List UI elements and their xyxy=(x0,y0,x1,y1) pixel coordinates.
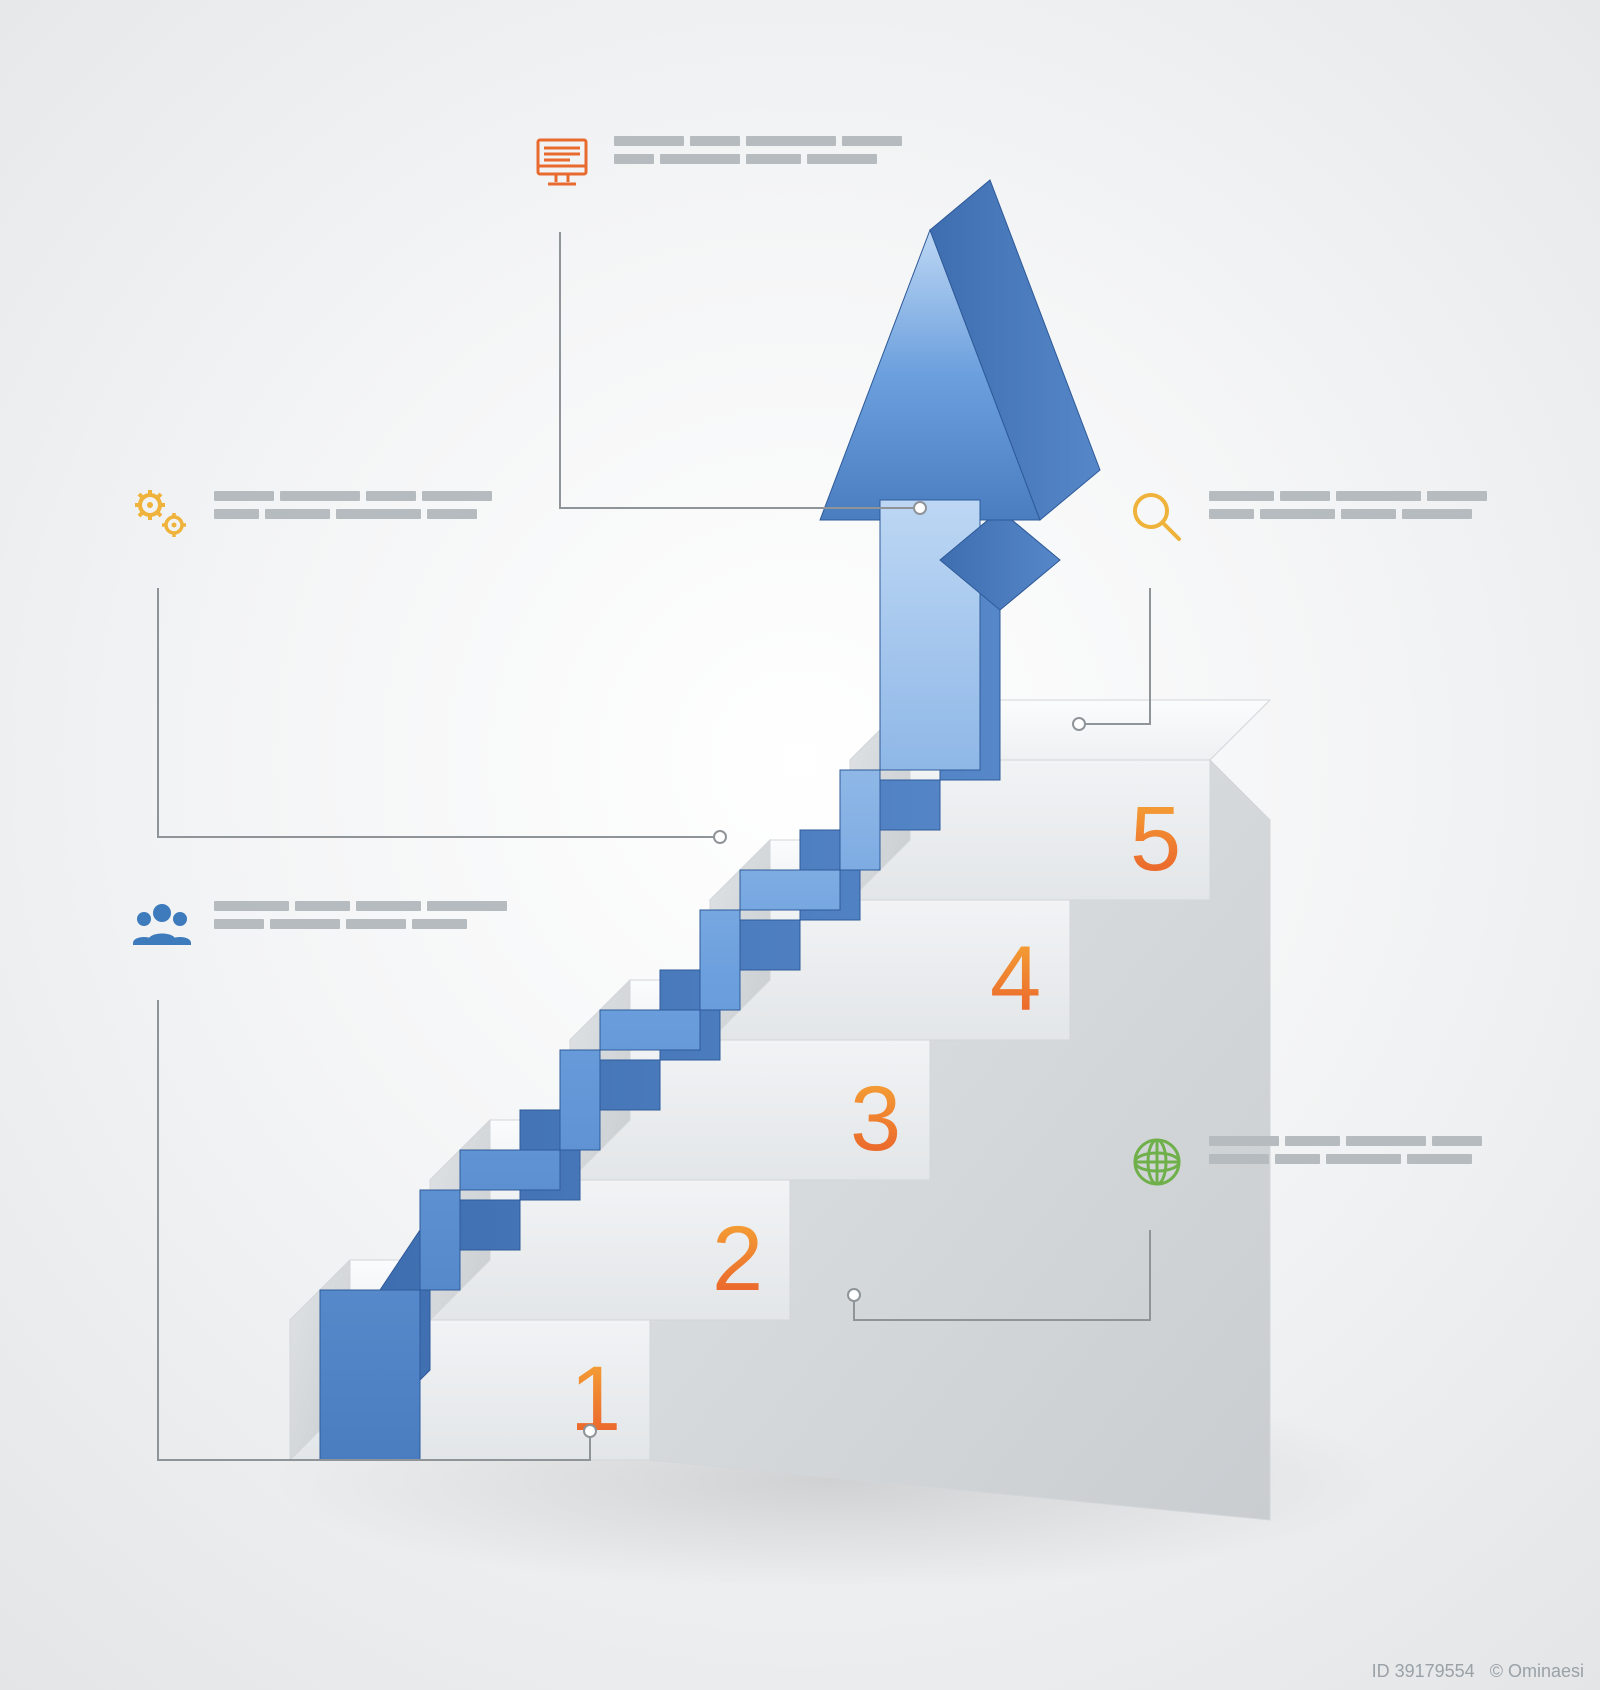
callout-gears xyxy=(130,485,590,585)
connector-gears xyxy=(158,588,720,837)
monitor-icon xyxy=(530,130,594,194)
step-number-4: 4 xyxy=(990,928,1041,1030)
callout-people-desc xyxy=(214,901,507,929)
magnifier-icon xyxy=(1125,485,1189,549)
connector-dot xyxy=(847,1288,861,1302)
staircase xyxy=(290,700,1270,1520)
callout-globe-desc xyxy=(1209,1136,1482,1164)
connector-dot xyxy=(913,501,927,515)
callout-gears-desc xyxy=(214,491,492,519)
attribution-author: © Ominaesi xyxy=(1490,1661,1584,1681)
attribution: ID 39179554 © Ominaesi xyxy=(1372,1661,1584,1682)
step-number-5: 5 xyxy=(1130,788,1181,890)
connector-dot xyxy=(1072,717,1086,731)
staircase-svg: 1 2 3 4 5 xyxy=(0,0,1600,1690)
callout-monitor-desc xyxy=(614,136,902,164)
globe-icon xyxy=(1125,1130,1189,1194)
connector-dot xyxy=(713,830,727,844)
people-icon xyxy=(130,895,194,959)
callout-search-desc xyxy=(1209,491,1487,519)
gears-icon xyxy=(130,485,194,549)
callout-search xyxy=(1125,485,1585,585)
callout-people xyxy=(130,895,590,995)
callout-globe xyxy=(1125,1130,1585,1230)
attribution-id: ID 39179554 xyxy=(1372,1661,1475,1681)
connector-dot xyxy=(583,1424,597,1438)
infographic-stage: 1 2 3 4 5 xyxy=(0,0,1600,1690)
callout-monitor xyxy=(530,130,990,230)
step-number-3: 3 xyxy=(850,1068,901,1170)
step-number-2: 2 xyxy=(712,1208,763,1310)
